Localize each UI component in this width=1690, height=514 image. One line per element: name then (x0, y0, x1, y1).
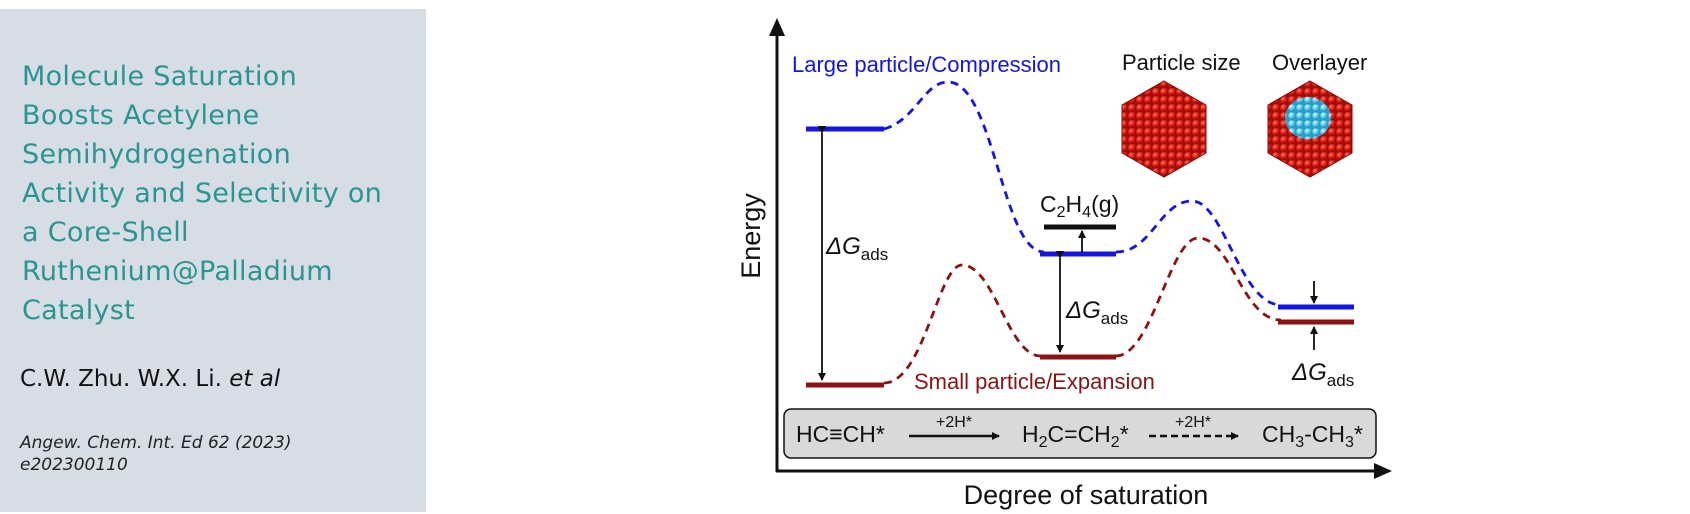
small-particle-curve (883, 263, 1041, 385)
large-particle-label: Large particle/Compression (792, 52, 1061, 77)
large-particle-curve-2 (1115, 199, 1282, 307)
title-line: Ruthenium@Palladium (22, 256, 333, 287)
delta-g-label-left: ΔGads (825, 233, 888, 264)
reactant-acetylene: HC≡CH* (796, 421, 885, 447)
summary-card (0, 9, 426, 512)
citation-line: Angew. Chem. Int. Ed 62 (2023) (20, 433, 292, 453)
x-axis-label: Degree of saturation (964, 480, 1209, 510)
small-particle-label: Small particle/Expansion (914, 369, 1155, 394)
large-particle-curve (883, 80, 1045, 254)
title-line: a Core-Shell (22, 217, 189, 248)
product-ethane: CH3-CH3* (1262, 421, 1363, 451)
citation: Angew. Chem. Int. Ed 62 (2023) e20230011… (20, 432, 292, 476)
title-line: Catalyst (22, 295, 136, 326)
particle-size-nanoparticle-image (1121, 80, 1207, 178)
overlayer-nanoparticle-image (1267, 80, 1353, 178)
delta-g-label-mid: ΔGads (1065, 297, 1128, 328)
step-2-label: +2H* (1175, 414, 1211, 431)
reaction-scheme-box (783, 408, 1377, 459)
title-line: Molecule Saturation (22, 61, 298, 92)
authors-et-al: et al (229, 366, 281, 392)
citation-line: e202300110 (20, 455, 128, 475)
authors-names: C.W. Zhu. W.X. Li. (20, 366, 222, 392)
title-line: Semihydrogenation (22, 139, 292, 170)
authors: C.W. Zhu. W.X. Li. et al (20, 366, 280, 392)
y-axis-label: Energy (736, 193, 766, 279)
overlayer-label: Overlayer (1272, 50, 1367, 75)
step-1-label: +2H* (936, 414, 972, 431)
c2h4-gas-label: C2H4(g) (1040, 191, 1119, 221)
particle-size-label: Particle size (1122, 50, 1241, 75)
y-axis-arrowhead (769, 18, 785, 36)
delta-g-label-end: ΔGads (1291, 359, 1354, 390)
x-axis-arrowhead (1374, 463, 1392, 479)
small-particle-curve-2 (1115, 236, 1282, 358)
title-line: Activity and Selectivity on (22, 178, 383, 209)
intermediate-ethylene: H2C=CH2* (1022, 421, 1129, 451)
title-line: Boosts Acetylene (22, 100, 260, 131)
paper-title: Molecule Saturation Boosts Acetylene Sem… (22, 57, 422, 330)
